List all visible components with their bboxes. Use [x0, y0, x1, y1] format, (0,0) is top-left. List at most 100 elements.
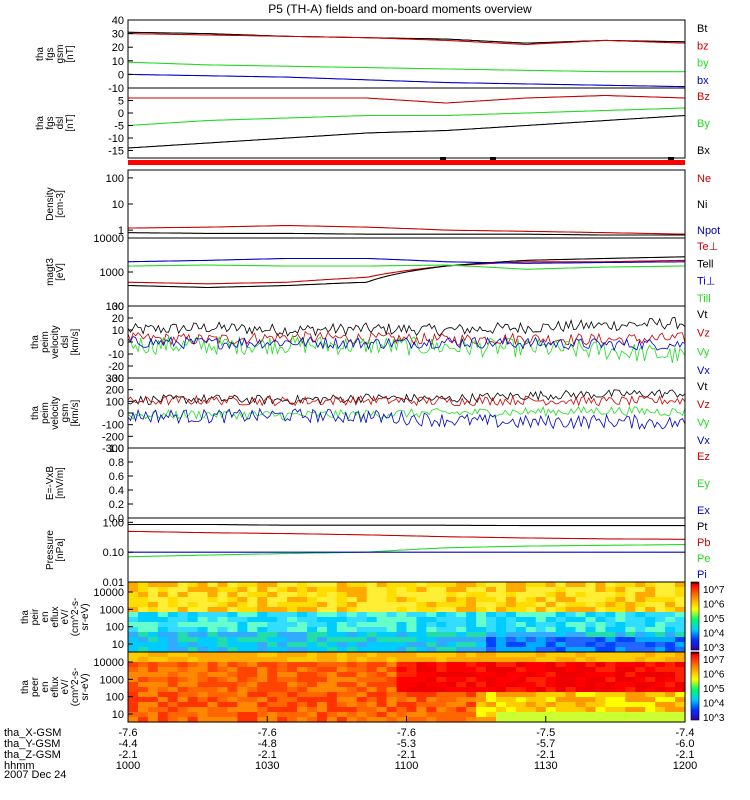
ylabel-word: (cm^2-s-: [70, 668, 81, 707]
ylabel-word: [nT]: [65, 114, 76, 131]
heatmap-cell: [635, 717, 646, 723]
heatmap-cell: [426, 637, 437, 643]
heatmap-cell: [585, 652, 597, 658]
series-line-Vy: [127, 333, 686, 363]
heatmap-cell: [416, 587, 427, 593]
footer-value: -7.4: [676, 727, 695, 739]
heatmap-cell: [227, 617, 239, 623]
heatmap-cell: [565, 612, 577, 618]
heatmap-cell: [466, 592, 477, 598]
heatmap-cell: [416, 607, 427, 613]
colorbar-label: 10^3: [703, 713, 725, 724]
heatmap-cell: [406, 682, 418, 688]
heatmap-cell: [297, 682, 308, 688]
heatmap-cell: [466, 587, 477, 593]
heatmap-cell: [257, 672, 268, 678]
heatmap-cell: [545, 592, 557, 598]
heatmap-cell: [366, 682, 378, 688]
heatmap-cell: [605, 602, 616, 608]
heatmap-cell: [655, 652, 666, 658]
heatmap-cell: [386, 632, 398, 638]
heatmap-cell: [665, 717, 676, 723]
heatmap-cell: [366, 597, 378, 603]
heatmap-cell: [645, 647, 656, 653]
footer-value: 1200: [673, 760, 697, 772]
heatmap-cell: [267, 662, 278, 668]
heatmap-cell: [635, 607, 646, 613]
heatmap-cell: [177, 682, 189, 688]
heatmap-cell: [128, 692, 139, 698]
heatmap-cell: [137, 717, 149, 723]
heatmap-cell: [128, 647, 139, 653]
heatmap-cell: [257, 637, 268, 643]
ylabel-word: [mV/m]: [55, 467, 66, 499]
heatmap-cell: [307, 692, 318, 698]
heatmap-cell: [525, 587, 537, 593]
heatmap-cell: [237, 617, 248, 623]
heatmap-cell: [396, 647, 408, 653]
series-line-Ni: [128, 232, 685, 236]
heatmap-cell: [128, 717, 139, 723]
heatmap-cell: [257, 652, 268, 658]
heatmap-cell: [545, 637, 557, 643]
heatmap-cell: [486, 622, 497, 628]
heatmap-cell: [257, 712, 268, 718]
heatmap-cell: [287, 602, 298, 608]
heatmap-cell: [336, 692, 348, 698]
heatmap-cell: [525, 662, 537, 668]
heatmap-cell: [605, 642, 616, 648]
series-line-Ti⊥: [127, 257, 685, 264]
heatmap-cell: [456, 707, 467, 713]
heatmap-cell: [446, 657, 457, 663]
heatmap-cell: [207, 647, 219, 653]
heatmap-cell: [525, 712, 537, 718]
heatmap-cell: [277, 607, 288, 613]
heatmap-cell: [207, 717, 219, 723]
heatmap-cell: [167, 697, 179, 703]
heatmap-cell: [585, 697, 597, 703]
colorbar-1: [690, 581, 700, 651]
heatmap-cell: [137, 592, 149, 598]
heatmap-cell: [157, 667, 169, 673]
heatmap-cell: [436, 627, 447, 633]
heatmap-cell: [565, 602, 577, 608]
heatmap-cell: [326, 652, 338, 658]
heatmap-cell: [396, 707, 408, 713]
heatmap-cell: [605, 712, 616, 718]
heatmap-cell: [625, 662, 636, 668]
heatmap-cell: [267, 637, 278, 643]
heatmap-cell: [167, 602, 179, 608]
heatmap-cell: [625, 627, 636, 633]
heatmap-cell: [297, 667, 308, 673]
heatmap-cell: [267, 617, 278, 623]
heatmap-cell: [466, 692, 477, 698]
heatmap-cell: [515, 582, 527, 588]
heatmap-cell: [486, 602, 497, 608]
footer-value: -7.6: [258, 727, 277, 739]
heatmap-cell: [456, 657, 467, 663]
heatmap-cell: [525, 622, 537, 628]
heatmap-cell: [217, 687, 229, 693]
heatmap-cell: [316, 642, 328, 648]
heatmap-cell: [635, 637, 646, 643]
heatmap-cell: [565, 622, 577, 628]
heatmap-cell: [237, 597, 248, 603]
heatmap-cell: [525, 717, 537, 723]
heatmap-cell: [197, 617, 209, 623]
heatmap-cell: [227, 592, 239, 598]
heatmap-cell: [416, 677, 427, 683]
heatmap-cell: [297, 707, 308, 713]
heatmap-cell: [675, 627, 686, 633]
heatmap-cell: [128, 662, 139, 668]
heatmap-cell: [406, 707, 418, 713]
ytick-label: 1000: [100, 674, 124, 686]
heatmap-cell: [655, 632, 666, 638]
heatmap-cell: [147, 662, 159, 668]
heatmap-cell: [167, 637, 179, 643]
heatmap-cell: [307, 697, 318, 703]
heatmap-cell: [177, 637, 189, 643]
heatmap-cell: [615, 637, 626, 643]
heatmap-cell: [267, 587, 278, 593]
